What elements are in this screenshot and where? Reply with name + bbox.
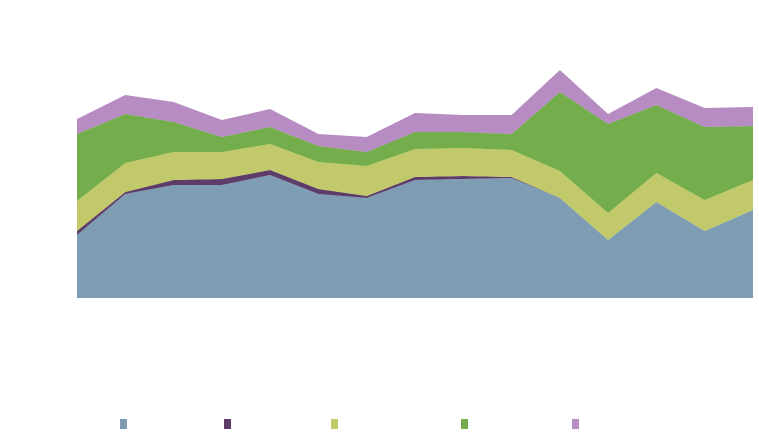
legend-item-2 (224, 419, 231, 429)
area-series-3 (77, 144, 753, 240)
legend-item-1 (120, 419, 127, 429)
legend-swatch-5 (572, 419, 579, 429)
legend-item-5 (572, 419, 579, 429)
area-series-5 (77, 70, 753, 152)
area-series-4 (77, 92, 753, 213)
legend-item-4 (461, 419, 468, 429)
legend-swatch-3 (331, 419, 338, 429)
legend-item-3 (331, 419, 338, 429)
area-series-1 (77, 175, 753, 298)
legend-swatch-2 (224, 419, 231, 429)
legend-swatch-1 (120, 419, 127, 429)
plot-area (77, 70, 753, 298)
legend-swatch-4 (461, 419, 468, 429)
legend (120, 419, 579, 429)
